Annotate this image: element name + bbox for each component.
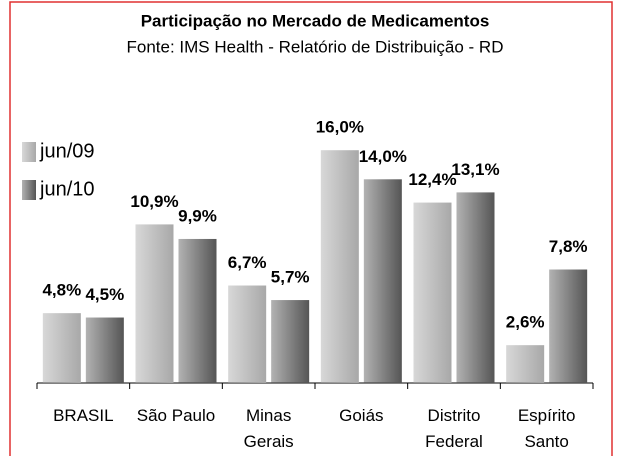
data-label: 14,0% (359, 147, 407, 166)
data-label: 7,8% (549, 237, 588, 256)
legend-swatch (22, 142, 36, 162)
data-label: 16,0% (316, 118, 364, 137)
data-label: 10,9% (130, 192, 178, 211)
bar (178, 238, 217, 383)
legend-label: jun/09 (39, 140, 95, 162)
bar (363, 179, 402, 383)
bar (320, 150, 359, 383)
data-label: 5,7% (271, 268, 310, 287)
bar (413, 202, 452, 383)
legend-swatch (22, 180, 36, 200)
legend-label: jun/10 (39, 178, 95, 200)
data-label: 2,6% (506, 313, 545, 332)
x-tick-label: Goiás (339, 406, 384, 425)
data-label: 6,7% (228, 253, 267, 272)
data-label: 4,5% (85, 285, 124, 304)
bar (456, 192, 495, 383)
bar (228, 285, 267, 383)
chart-subtitle: Fonte: IMS Health - Relatório de Distrib… (127, 37, 504, 56)
data-label: 12,4% (408, 170, 456, 189)
chart-border (9, 1, 613, 456)
x-tick-label: BRASIL (53, 406, 114, 425)
data-label: 9,9% (178, 206, 217, 225)
bar (85, 317, 124, 383)
chart-title: Participação no Mercado de Medicamentos (141, 11, 490, 30)
data-label: 13,1% (451, 160, 499, 179)
bar (506, 345, 545, 383)
bar (549, 269, 588, 383)
x-tick-label: São Paulo (136, 406, 216, 425)
x-tick-label: Distrito Federal (425, 406, 483, 451)
data-label: 4,8% (42, 281, 81, 300)
bar (271, 300, 310, 383)
x-tick-label: Espírito Santo (517, 406, 576, 451)
bar (135, 224, 174, 383)
x-tick-label: Minas Gerais (243, 406, 294, 451)
bar (42, 313, 81, 383)
